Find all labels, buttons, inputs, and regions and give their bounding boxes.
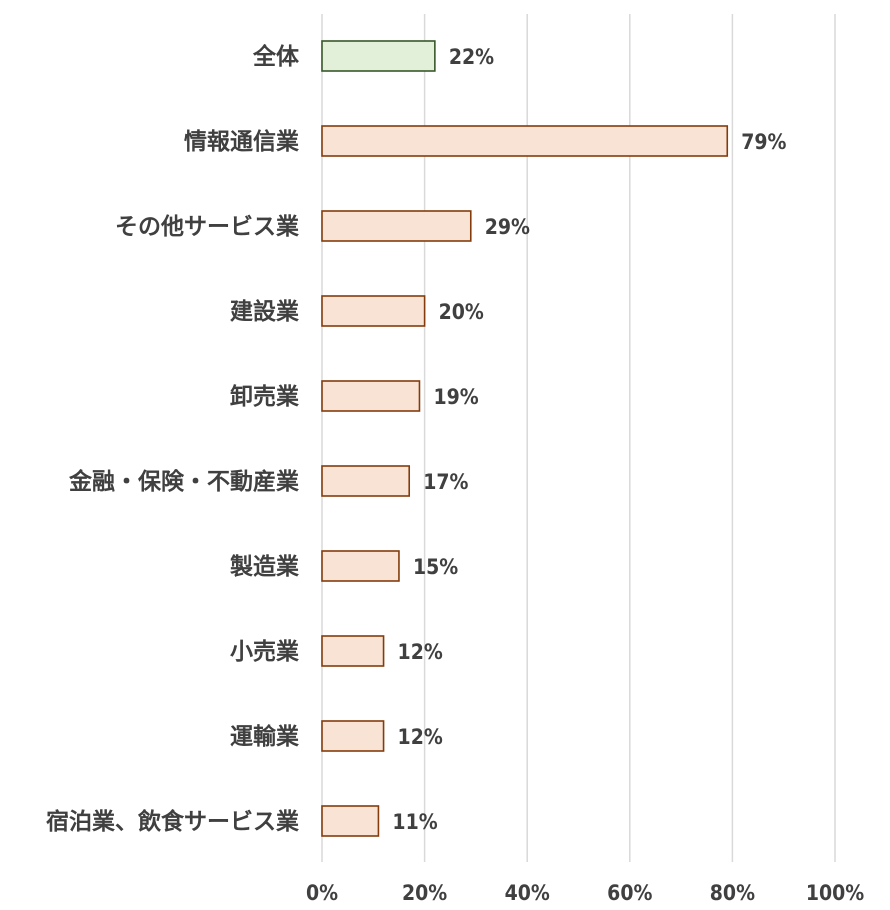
- value-label: 20%: [439, 300, 484, 324]
- category-label: 小売業: [230, 638, 300, 665]
- category-label: 宿泊業、飲食サービス業: [46, 808, 300, 835]
- category-label: 全体: [252, 43, 300, 70]
- bar-3: [321, 295, 426, 327]
- value-label: 12%: [398, 640, 443, 664]
- x-axis-ticks: 0% 20% 40% 60% 80% 100%: [306, 881, 864, 905]
- bar-7: [321, 635, 385, 667]
- bar-4: [321, 380, 421, 412]
- bar-5: [321, 465, 411, 497]
- value-label: 12%: [398, 725, 443, 749]
- value-label: 15%: [413, 555, 458, 579]
- category-label: 製造業: [229, 553, 300, 580]
- x-tick-label: 60%: [607, 881, 652, 905]
- value-label: 79%: [741, 130, 786, 154]
- category-label: その他サービス業: [115, 213, 300, 240]
- x-tick-label: 20%: [402, 881, 447, 905]
- value-label: 29%: [485, 215, 530, 239]
- x-tick-label: 100%: [806, 881, 864, 905]
- x-tick-label: 40%: [505, 881, 550, 905]
- category-label: 金融・保険・不動産業: [68, 468, 300, 495]
- x-tick-label: 80%: [710, 881, 755, 905]
- value-label: 11%: [392, 810, 437, 834]
- bar-8: [321, 720, 385, 752]
- bar-6: [321, 550, 400, 582]
- category-label: 建設業: [230, 298, 300, 325]
- bar-2: [321, 210, 472, 242]
- bar-9: [321, 805, 380, 837]
- labels: 全体 22% 情報通信業 79% その他サービス業 29% 建設業 20% 卸売業 19% 金融・保…: [46, 43, 787, 835]
- bars: [321, 40, 729, 837]
- category-label: 運輸業: [230, 723, 300, 750]
- value-label: 19%: [433, 385, 478, 409]
- category-label: 卸売業: [230, 383, 300, 410]
- x-tick-label: 0%: [306, 881, 338, 905]
- category-label: 情報通信業: [184, 128, 300, 155]
- bar-0: [321, 40, 436, 72]
- value-label: 22%: [449, 45, 494, 69]
- value-label: 17%: [423, 470, 468, 494]
- bar-1: [321, 125, 729, 157]
